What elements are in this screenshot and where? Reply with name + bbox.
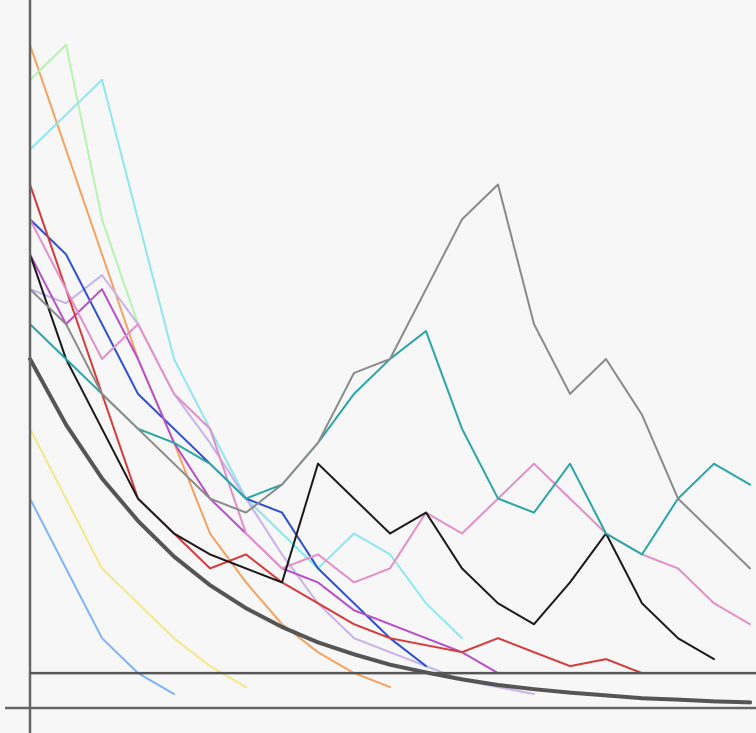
- series-line: [29, 253, 715, 661]
- series-line: [29, 43, 391, 689]
- series-line: [29, 497, 175, 695]
- series-line: [29, 427, 247, 689]
- series-line: [28, 357, 752, 705]
- plot-area: [28, 43, 752, 705]
- series-line: [29, 183, 751, 570]
- series-line: [29, 183, 643, 675]
